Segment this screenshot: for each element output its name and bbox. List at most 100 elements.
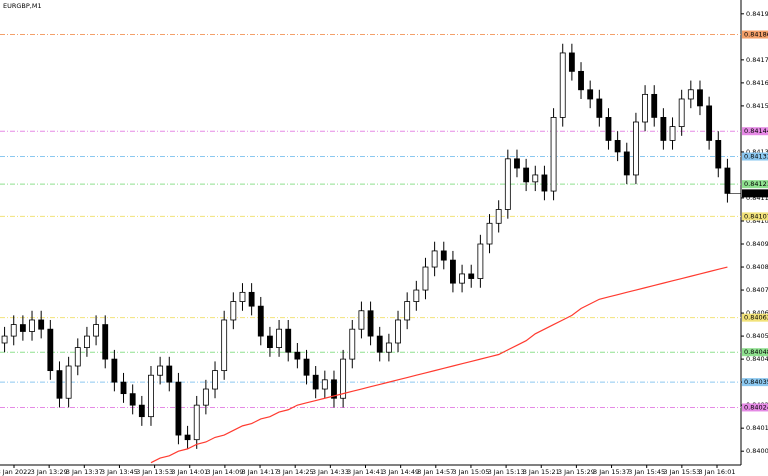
candle-body [93,324,99,337]
candle-body [687,89,694,100]
x-tick-label: 3 Jan 13:37 [66,468,103,476]
candle-body [248,291,255,307]
candle-body [715,140,722,169]
candle-body [294,351,301,360]
candle-body [477,243,484,279]
level-label-box [742,180,768,189]
candle-body [587,89,594,100]
candle-body [102,324,109,360]
candle-body [642,93,648,123]
candle-body [541,174,548,192]
candle-body [285,328,292,353]
candle-body [239,291,246,302]
candle-body [514,158,520,169]
candle-body [138,404,145,418]
y-tick-label: 0.84055 [746,332,768,340]
candle-body [450,259,456,284]
x-tick-label: 3 Jan 14:17 [242,468,279,476]
x-tick-label: 3 Jan 15:05 [452,468,489,476]
level-label: 0.84133 [744,153,768,161]
candle-body [120,381,127,395]
candle-body [358,310,365,330]
moving-average [150,266,728,464]
candle-body [212,370,218,390]
candle-body [193,404,200,441]
candle-body [486,222,493,245]
candle-body [724,167,731,194]
candle-body [623,151,630,176]
candle-body [559,52,566,118]
candle-body [65,365,72,399]
candle-body [230,301,237,321]
x-tick-label: 3 Jan 14:49 [382,468,419,476]
y-tick-label: 0.84155 [746,102,768,110]
x-tick-label: 3 Jan 2022 [0,468,31,476]
candle-body [468,273,475,279]
x-tick-label: 3 Jan 14:25 [277,468,314,476]
candle-body [404,301,411,321]
level-label-box [742,403,768,412]
candle-body [431,250,438,268]
x-tick-label: 3 Jan 15:37 [593,468,630,476]
y-tick-label: 0.84095 [746,240,768,248]
candle-body [459,273,465,284]
candle-body [129,393,136,406]
x-tick-label: 3 Jan 15:45 [628,468,665,476]
current-price-label: 0.84117 [744,189,768,197]
candle-body [523,167,530,183]
candle-body [605,117,612,141]
candle-body [413,289,420,302]
level-label-box [742,378,768,387]
level-label: 0.84024 [744,403,768,411]
level-label-box [742,152,768,161]
candle-body [184,434,191,441]
y-tick-label: 0.84135 [746,148,768,156]
candle-body [312,374,319,390]
x-tick-label: 3 Jan 14:57 [417,468,454,476]
x-tick-label: 3 Jan 16:01 [698,468,735,476]
candle-body [678,98,685,128]
candle-body [532,174,539,183]
level-label: 0.84035 [744,378,768,386]
x-tick-label: 3 Jan 13:29 [31,468,68,476]
candle-body [395,319,401,344]
candle-body [38,319,45,330]
candle-body [495,209,502,224]
y-tick-label: 0.84165 [746,79,768,87]
candle-body [614,140,621,153]
candle-body [385,342,392,353]
candle-body [633,121,639,176]
level-label: 0.84107 [744,212,768,220]
level-label-box [742,212,768,221]
candle-body [166,365,173,383]
candle-body [303,358,310,376]
level-label-box [742,127,768,136]
level-label-box [742,30,768,39]
candle-body [568,52,575,72]
candle-body [578,70,584,91]
candle-body [697,89,703,107]
y-tick-label: 0.84015 [746,424,768,432]
x-tick-label: 3 Jan 14:33 [312,468,349,476]
x-tick-label: 3 Jan 15:21 [523,468,560,476]
x-tick-label: 3 Jan 14:09 [206,468,243,476]
candle-body [651,93,658,118]
y-tick-label: 0.84005 [746,447,768,455]
y-tick-label: 0.84045 [746,355,768,363]
candle-body [175,381,182,436]
candle-body [596,98,603,118]
candle-body [367,310,374,337]
candle-body [111,358,118,383]
candle-body [340,358,347,399]
candle-body [1,335,8,344]
candle-body [56,370,63,399]
candle-body [19,324,26,332]
x-tick-label: 3 Jan 13:45 [101,468,138,476]
candle-body [221,319,228,372]
y-tick-label: 0.84195 [746,10,768,18]
x-tick-label: 3 Jan 14:01 [171,468,208,476]
candle-body [267,335,273,348]
candle-body [440,250,447,261]
chart-title: EURGBP,M1 [3,2,42,10]
